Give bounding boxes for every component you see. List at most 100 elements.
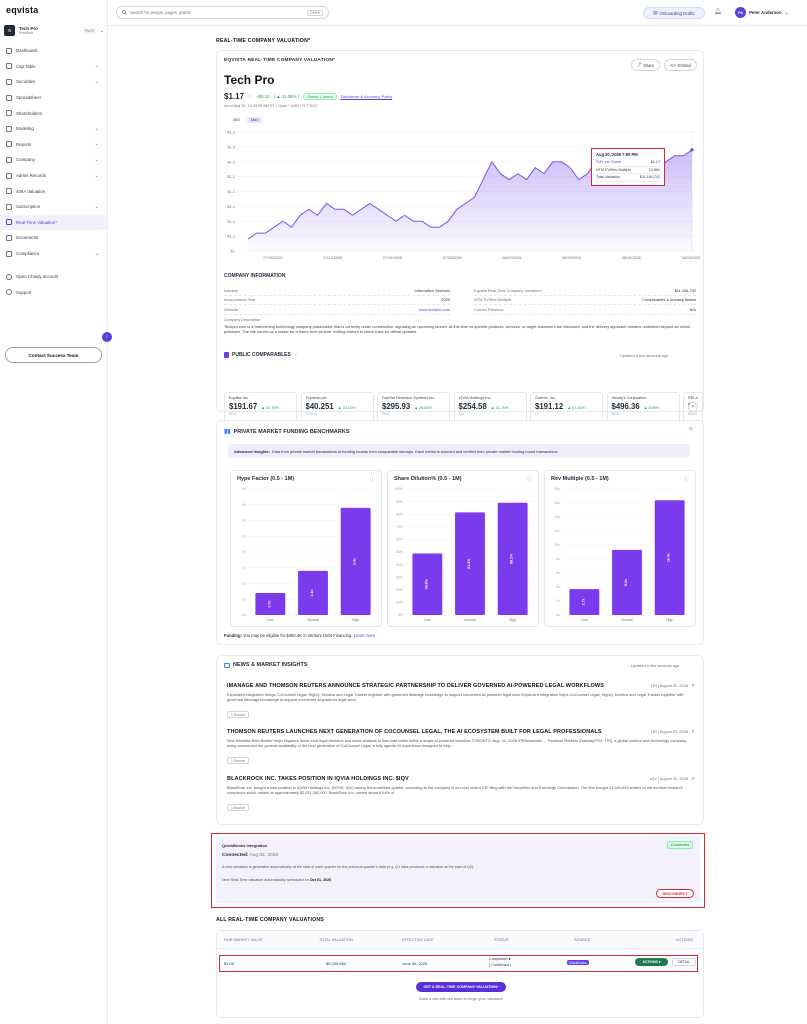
y-tick-label: $1 <box>231 249 236 254</box>
comparable-name: RELX <box>688 396 698 400</box>
chevron-up-icon[interactable]: ˄ <box>689 427 693 433</box>
sidebar-item-label: 409A Valuation <box>16 188 46 194</box>
news-source-tag[interactable]: 1 Source <box>227 757 250 765</box>
company-switcher[interactable]: TI Tech Pro Premium Pro+S ⌄ <box>4 22 104 39</box>
benchmark-chart: Rev Multiple (0.5 - 1M) ⓘ 18x 16x 14x 12x 10x 8… <box>544 470 696 627</box>
quickbooks-line1: A new valuation is generated automatical… <box>222 865 475 869</box>
info-icon[interactable]: ⓘ <box>683 477 689 483</box>
embed-button[interactable]: </> Embed <box>664 59 697 71</box>
news-item[interactable]: BLACKROCK INC. TAKES POSITION IN IQVIA H… <box>227 776 694 814</box>
sidebar-item-spreadsheet[interactable]: Spreadsheet <box>0 90 107 106</box>
onboarding-drafts-button[interactable]: ▤ Onboarding Drafts <box>643 7 705 19</box>
sidebar-item-admin-records[interactable]: Admin Records ⌄ <box>0 168 107 184</box>
benchmark-bar <box>612 549 642 615</box>
range-max[interactable]: Max <box>246 117 263 123</box>
y-tick-label: 18x <box>554 487 560 491</box>
details-button[interactable]: DETAIL <box>672 958 696 966</box>
caret-down-icon: ▾ <box>658 960 661 964</box>
share-button[interactable]: ⤴ Share <box>631 59 661 71</box>
sidebar-item-reports[interactable]: Reports ⌄ <box>0 137 107 153</box>
news-source-tag[interactable]: 1 Source <box>227 711 250 719</box>
user-menu[interactable]: PA Peter Anderson ⌄ <box>735 7 789 18</box>
sidebar-item-label: Documents <box>16 235 39 241</box>
x-category-label: High <box>352 618 359 622</box>
price-change-pct: ( ▲ 11.36% ) <box>273 94 300 99</box>
info-icon[interactable]: ⓘ <box>526 477 532 483</box>
news-item[interactable]: THOMSON REUTERS LAUNCHES NEXT GENERATION… <box>227 729 694 767</box>
news-headline[interactable]: BLACKROCK INC. TAKES POSITION IN IQVIA H… <box>227 776 409 782</box>
column-header: TOTAL VALUATION <box>319 938 353 942</box>
contact-success-button[interactable]: Contact Success Team <box>5 347 102 363</box>
sidebar-item-compliance[interactable]: Compliance ⌄ <box>0 246 107 262</box>
insights-text: Data from private market transactions of… <box>271 448 559 454</box>
y-tick-label: 80% <box>396 512 403 516</box>
y-tick-label: $1.1 <box>227 189 236 194</box>
sidebar-item-support[interactable]: Support <box>0 285 107 301</box>
info-key: Incorporation Year <box>224 297 256 303</box>
y-tick-label: 40% <box>396 563 403 567</box>
funding-label: Funding: <box>224 633 242 638</box>
news-headline[interactable]: THOMSON REUTERS LAUNCHES NEXT GENERATION… <box>227 729 602 735</box>
y-tick-label: 14x <box>554 515 560 519</box>
spreadsheet-icon <box>6 94 12 101</box>
get-valuation-button[interactable]: GET A REAL-TIME COMPANY VALUATION* <box>416 982 506 992</box>
funding-text: You may be eligible for $450.4K in Ventu… <box>243 633 353 638</box>
valuation-area-chart[interactable]: $1.2 $1.2 $1.2 $1.1 $1.1 $1.1 $1.1 $1.1 $1 07/05/… <box>222 124 700 262</box>
benchmarks-header: ▮▮ PRIVATE MARKET FUNDING BENCHMARKS <box>224 428 350 436</box>
actions-label: ACTIONS <box>642 960 658 964</box>
y-tick-label: 70% <box>396 525 403 529</box>
actions-button[interactable]: ACTIONS ▾ <box>635 958 668 966</box>
comparable-change: ▲ 31.76% <box>490 406 509 410</box>
chevron-right-icon[interactable]: › <box>692 776 694 782</box>
compliance-icon <box>6 250 12 257</box>
info-icon[interactable]: ⓘ <box>248 93 253 99</box>
news-headline[interactable]: IMANAGE AND THOMSON REUTERS ANNOUNCE STR… <box>227 683 604 689</box>
news-summary: Expanded integration brings CoCounsel Le… <box>227 692 684 703</box>
disconnect-button[interactable]: DISCONNECT <box>656 889 694 898</box>
company-heading: Tech Pro <box>224 73 275 87</box>
tooltip-key: FMV per Share <box>596 160 622 164</box>
search-input[interactable]: Search for people, pages, grants Ctrl+K <box>116 6 329 19</box>
sidebar-item-real-time-valuation[interactable]: Real-Time Valuation* <box>0 214 107 231</box>
tooltip-row: Total Valuation $11,164,742 <box>596 174 660 182</box>
sidebar-item-modeling[interactable]: Modeling ⌄ <box>0 121 107 137</box>
sidebar-item-subscription[interactable]: Subscription ⌄ <box>0 199 107 215</box>
chevron-right-icon[interactable]: › <box>688 402 698 412</box>
sidebar-collapse-icon[interactable]: ‹ <box>102 332 112 342</box>
benchmarks-title: PRIVATE MARKET FUNDING BENCHMARKS <box>233 428 350 435</box>
range-30d[interactable]: 30D <box>233 118 240 122</box>
y-tick-label: 1x <box>242 582 246 586</box>
sidebar-item-company[interactable]: Company ⌄ <box>0 152 107 168</box>
sidebar-item-dashboard[interactable]: Dashboard <box>0 43 107 59</box>
sidebar-item-open-chaqiy-account[interactable]: Open Chaqiy account <box>0 269 107 285</box>
chevron-right-icon[interactable]: › <box>692 683 694 689</box>
sidebar-item-shareholders[interactable]: Shareholders <box>0 105 107 121</box>
valuation-card-label: EQVISTA REAL-TIME COMPANY VALUATION* <box>224 58 336 63</box>
learn-more-link[interactable]: Learn more <box>353 633 376 638</box>
sidebar-item-cap-table[interactable]: Cap Table ⌄ <box>0 59 107 75</box>
info-icon[interactable]: ⓘ <box>293 352 298 357</box>
sidebar-item-409a-valuation[interactable]: 409A Valuation <box>0 183 107 199</box>
chevron-down-icon: ⌄ <box>94 203 99 210</box>
sidebar-item-label: Shareholders <box>16 110 43 116</box>
sidebar-item-securities[interactable]: Securities ⌄ <box>0 74 107 90</box>
info-value: 2025 <box>441 297 450 303</box>
benchmark-bars: 100% 90% 80% 70% 60% 50% 40% 30% 20% 10% 0% 48.8% Lo… <box>394 487 534 622</box>
chevron-right-icon[interactable]: › <box>692 729 694 735</box>
website-link[interactable]: www.techpro.com <box>419 306 450 312</box>
news-item[interactable]: IMANAGE AND THOMSON REUTERS ANNOUNCE STR… <box>227 683 694 721</box>
bell-icon[interactable]: 🔔︎ <box>714 9 722 15</box>
info-value: N/A <box>689 306 697 312</box>
benchmark-bar <box>497 502 528 615</box>
news-date: TRI | August 20, 2026 <box>650 683 688 688</box>
info-icon[interactable]: ⓘ <box>369 477 375 483</box>
info-row: NTM EV/Rev Multiple Comparables & Industr… <box>474 296 696 306</box>
company-description: Techpro.com is a forthcoming technology … <box>224 324 691 335</box>
app-logo[interactable]: eqvista <box>6 5 39 15</box>
disclaimer-link[interactable]: Disclaimer & Accuracy Policy <box>340 94 393 99</box>
sidebar-item-documents[interactable]: Documents <box>0 230 107 246</box>
securities-icon <box>6 78 12 85</box>
x-category-label: Normal <box>621 618 633 622</box>
comparable-name: Experian plc <box>305 396 327 400</box>
news-source-tag[interactable]: 1 Source <box>227 804 250 812</box>
